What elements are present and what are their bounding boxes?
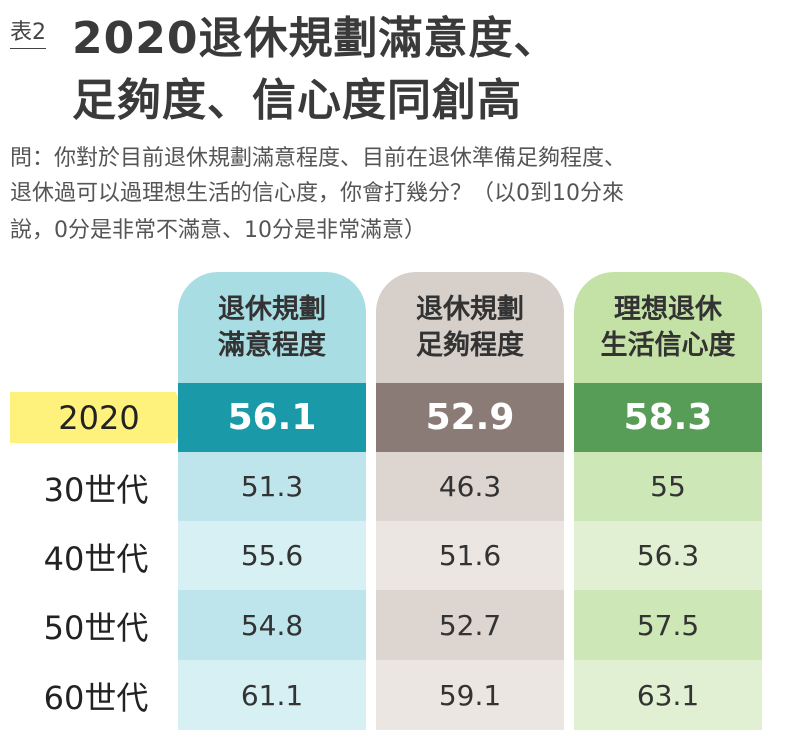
column-header: 理想退休 生活信心度 xyxy=(574,272,762,383)
title-line: 足夠度、信心度同創高 xyxy=(72,75,522,126)
table-cell: 51.3 xyxy=(178,452,366,521)
question-line: 退休過可以過理想生活的信心度，你會打幾分？（以0到10分來 xyxy=(10,181,624,206)
table-cell: 55.6 xyxy=(178,521,366,590)
column-header-line: 足夠程度 xyxy=(416,329,524,361)
question-line: 說，0分是非常不滿意、10分是非常滿意） xyxy=(10,218,426,243)
row-label: 30世代 xyxy=(10,464,182,511)
table-cell: 52.7 xyxy=(376,590,564,660)
column-header: 退休規劃 足夠程度 xyxy=(376,272,564,383)
table-cell: 56.1 xyxy=(178,383,366,452)
column-header-line: 理想退休 xyxy=(614,293,722,325)
question-line: 問：你對於目前退休規劃滿意程度、目前在退休準備足夠程度、 xyxy=(10,146,627,171)
table-cell: 51.6 xyxy=(376,521,564,590)
table-label: 表2 xyxy=(10,14,46,49)
column-header: 退休規劃 滿意程度 xyxy=(178,272,366,383)
column-header-line: 滿意程度 xyxy=(218,329,326,361)
table-cell: 46.3 xyxy=(376,452,564,521)
column-header-line: 生活信心度 xyxy=(600,329,736,361)
table-cell: 52.9 xyxy=(376,383,564,452)
table-cell: 55 xyxy=(574,452,762,521)
row-label: 40世代 xyxy=(10,533,182,580)
column-header-line: 退休規劃 xyxy=(416,293,524,325)
table-cell: 59.1 xyxy=(376,660,564,730)
table-cell: 63.1 xyxy=(574,660,762,730)
row-label: 50世代 xyxy=(10,602,182,650)
table-cell: 54.8 xyxy=(178,590,366,660)
table-cell: 58.3 xyxy=(574,383,762,452)
table-cell: 56.3 xyxy=(574,521,762,590)
row-label: 2020 xyxy=(10,392,188,443)
title-line: 2020退休規劃滿意度、 xyxy=(72,13,559,64)
table-cell: 57.5 xyxy=(574,590,762,660)
row-label: 60世代 xyxy=(10,672,182,720)
column-header-line: 退休規劃 xyxy=(218,293,326,325)
table-cell: 61.1 xyxy=(178,660,366,730)
